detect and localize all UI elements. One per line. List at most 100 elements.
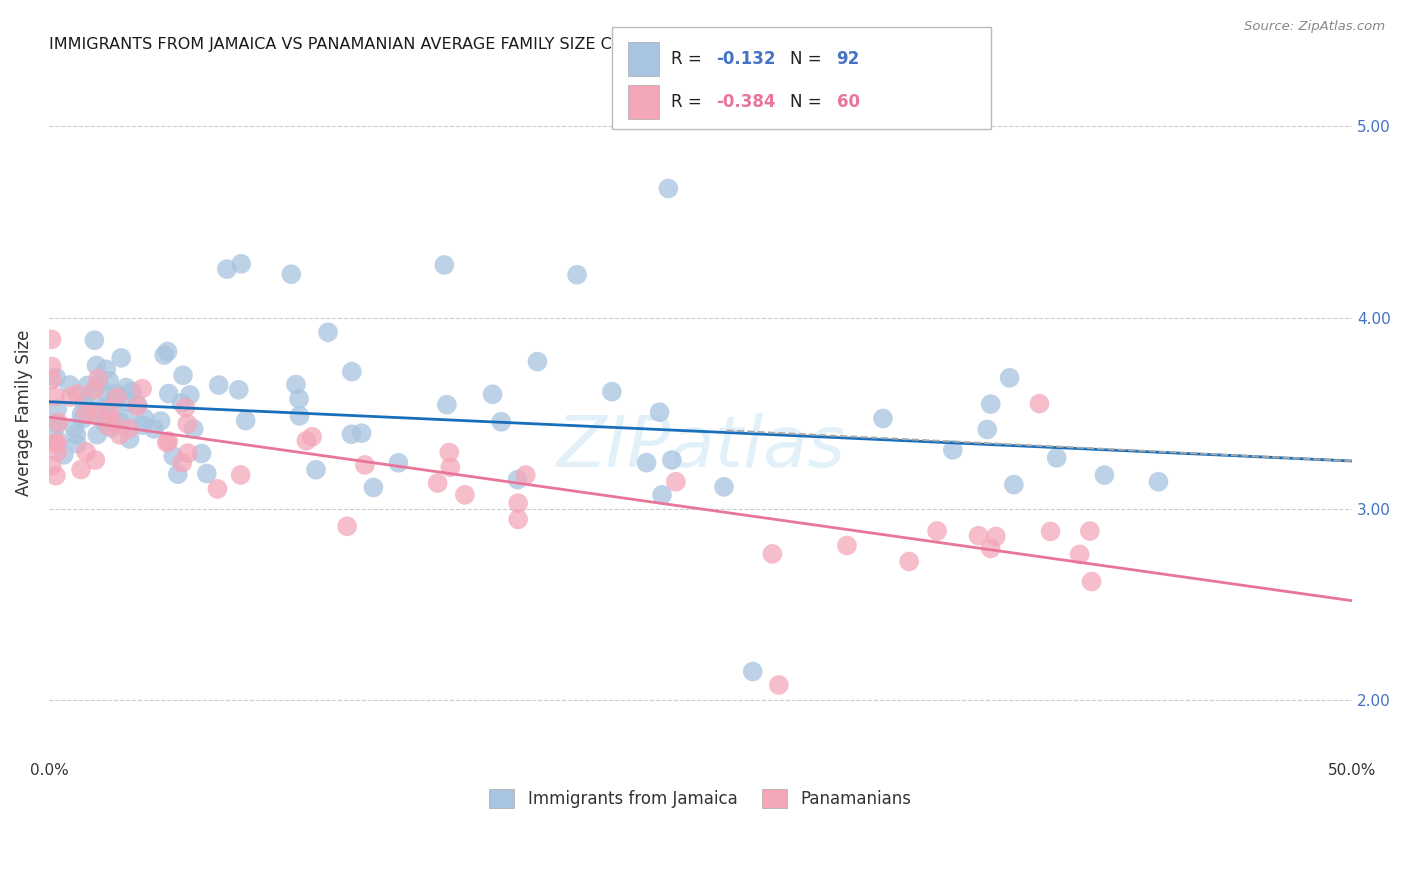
Point xyxy=(127,398,149,412)
Point xyxy=(426,476,449,491)
Point xyxy=(46,445,69,459)
Point xyxy=(1039,524,1062,539)
Point xyxy=(898,554,921,568)
Point xyxy=(565,268,588,282)
Point xyxy=(117,422,139,436)
Point xyxy=(195,467,218,481)
Point xyxy=(489,415,512,429)
Point xyxy=(984,529,1007,543)
Point xyxy=(66,387,89,401)
Point xyxy=(172,368,194,383)
Point xyxy=(131,418,153,433)
Point xyxy=(215,262,238,277)
Point xyxy=(121,384,143,399)
Point xyxy=(295,434,318,448)
Point xyxy=(172,456,194,470)
Point xyxy=(515,468,537,483)
Point xyxy=(980,397,1002,411)
Point xyxy=(648,405,671,419)
Point xyxy=(316,325,339,339)
Point xyxy=(115,411,138,425)
Point xyxy=(149,414,172,428)
Point xyxy=(179,388,201,402)
Point xyxy=(174,401,197,415)
Point xyxy=(229,467,252,482)
Text: ZIPatlas: ZIPatlas xyxy=(557,413,845,483)
Point xyxy=(1028,396,1050,410)
Point xyxy=(157,434,180,448)
Point xyxy=(45,436,67,450)
Point xyxy=(1080,574,1102,589)
Point xyxy=(967,529,990,543)
Point xyxy=(87,377,110,392)
Point xyxy=(636,456,658,470)
Point xyxy=(350,426,373,441)
Point xyxy=(73,397,96,411)
Point xyxy=(231,257,253,271)
Point xyxy=(305,463,328,477)
Point xyxy=(657,181,679,195)
Point xyxy=(1147,475,1170,489)
Point xyxy=(52,448,75,462)
Point xyxy=(1078,524,1101,538)
Point xyxy=(433,258,456,272)
Point xyxy=(75,444,97,458)
Point xyxy=(101,414,124,428)
Point xyxy=(600,384,623,399)
Point xyxy=(156,344,179,359)
Point xyxy=(110,351,132,365)
Point xyxy=(105,390,128,404)
Point xyxy=(46,416,69,430)
Point xyxy=(84,453,107,467)
Point xyxy=(340,365,363,379)
Point xyxy=(66,437,89,451)
Point xyxy=(280,267,302,281)
Point xyxy=(115,380,138,394)
Point xyxy=(508,512,530,526)
Point xyxy=(65,427,87,442)
Point xyxy=(94,416,117,430)
Point xyxy=(45,370,67,384)
Point xyxy=(41,359,63,374)
Point xyxy=(162,449,184,463)
Point xyxy=(835,539,858,553)
Point xyxy=(83,383,105,397)
Point xyxy=(75,406,97,420)
Point xyxy=(436,398,458,412)
Point xyxy=(927,524,949,538)
Point xyxy=(86,359,108,373)
Point xyxy=(108,415,131,429)
Point xyxy=(976,422,998,436)
Point xyxy=(131,382,153,396)
Point xyxy=(157,386,180,401)
Point xyxy=(285,377,308,392)
Point xyxy=(86,408,108,422)
Point xyxy=(651,488,673,502)
Point xyxy=(998,371,1021,385)
Text: IMMIGRANTS FROM JAMAICA VS PANAMANIAN AVERAGE FAMILY SIZE CORRELATION CHART: IMMIGRANTS FROM JAMAICA VS PANAMANIAN AV… xyxy=(49,37,775,53)
Point xyxy=(104,392,127,406)
Point xyxy=(177,446,200,460)
Point xyxy=(301,430,323,444)
Point xyxy=(93,400,115,414)
Point xyxy=(72,412,94,426)
Point xyxy=(41,373,63,387)
Text: R =: R = xyxy=(671,50,707,68)
Point xyxy=(336,519,359,533)
Point xyxy=(741,665,763,679)
Point xyxy=(208,378,231,392)
Point xyxy=(100,400,122,414)
Point xyxy=(96,362,118,376)
Point xyxy=(86,427,108,442)
Point xyxy=(661,453,683,467)
Point xyxy=(439,445,461,459)
Point xyxy=(363,480,385,494)
Point xyxy=(127,399,149,413)
Text: 60: 60 xyxy=(837,93,859,111)
Point xyxy=(387,456,409,470)
Point xyxy=(942,442,965,457)
Point xyxy=(288,409,311,423)
Text: N =: N = xyxy=(790,50,827,68)
Point xyxy=(118,432,141,446)
Point xyxy=(105,387,128,401)
